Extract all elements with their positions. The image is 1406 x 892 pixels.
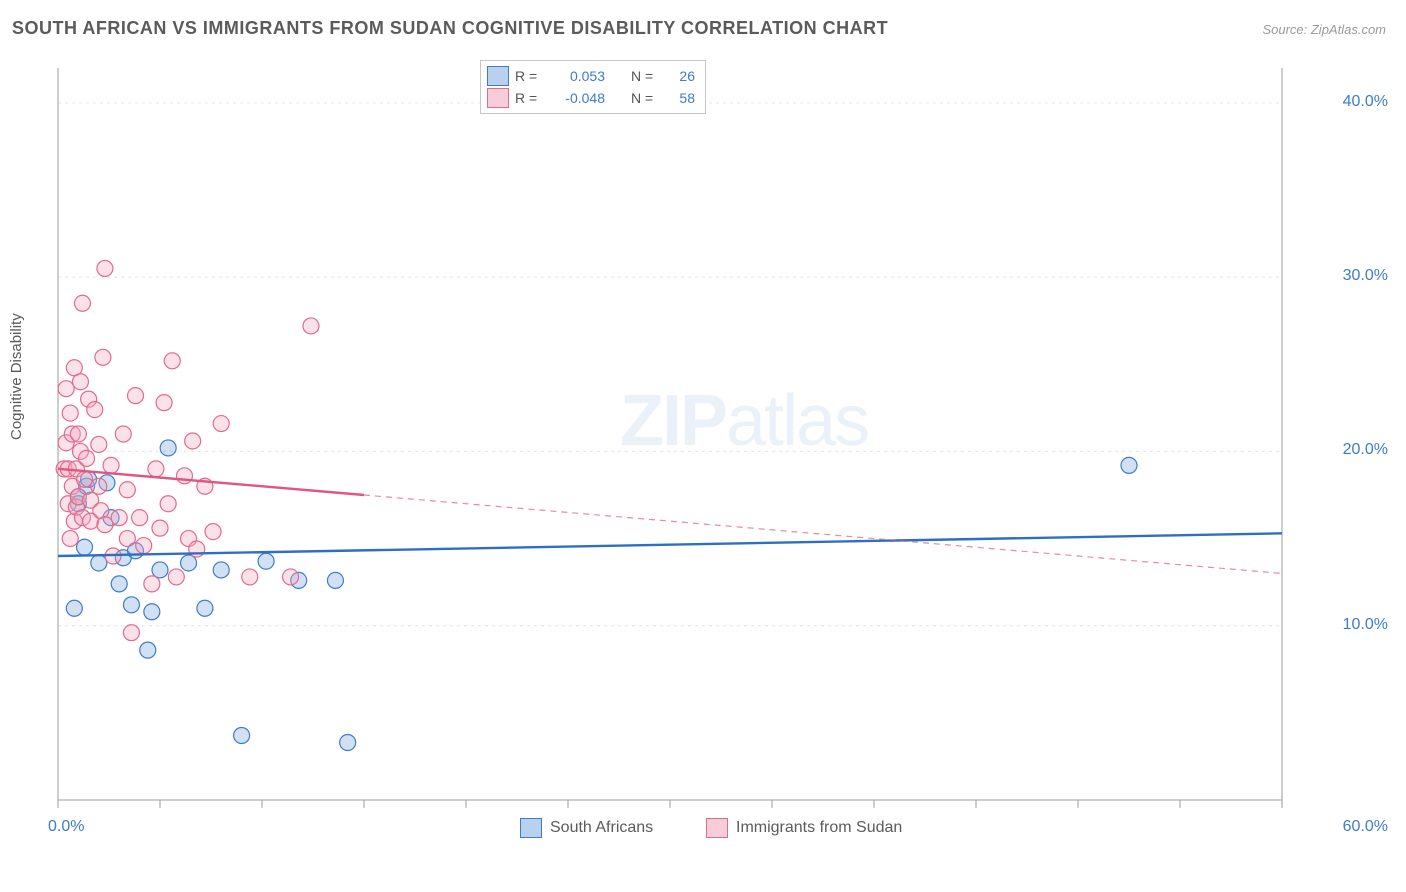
legend-swatch (487, 88, 509, 108)
stat-value-n: 26 (665, 68, 695, 84)
ytick-label: 20.0% (1343, 441, 1388, 459)
y-axis-label: Cognitive Disability (8, 313, 25, 440)
legend-label: Immigrants from Sudan (736, 819, 902, 837)
bottom-legend-item: South Africans (520, 818, 653, 838)
chart-title: SOUTH AFRICAN VS IMMIGRANTS FROM SUDAN C… (12, 18, 888, 39)
stat-label-r: R = (515, 90, 543, 106)
xtick-label: 60.0% (1343, 818, 1388, 836)
legend-swatch (706, 818, 728, 838)
bottom-legend-item: Immigrants from Sudan (706, 818, 902, 838)
stat-label-r: R = (515, 68, 543, 84)
xtick-label: 0.0% (48, 818, 84, 836)
stats-legend-row: R = -0.048 N = 58 (487, 87, 695, 109)
stat-value-n: 58 (665, 90, 695, 106)
stat-label-n: N = (631, 68, 659, 84)
stat-value-r: -0.048 (549, 90, 605, 106)
source-label: Source: ZipAtlas.com (1262, 22, 1386, 37)
ytick-label: 40.0% (1343, 93, 1388, 111)
stat-value-r: 0.053 (549, 68, 605, 84)
chart-svg (50, 60, 1290, 830)
legend-swatch (520, 818, 542, 838)
stat-label-n: N = (631, 90, 659, 106)
legend-swatch (487, 66, 509, 86)
plot-area (50, 60, 1290, 830)
legend-label: South Africans (550, 819, 653, 837)
ytick-label: 30.0% (1343, 267, 1388, 285)
ytick-label: 10.0% (1343, 616, 1388, 634)
stats-legend-row: R = 0.053 N = 26 (487, 65, 695, 87)
stats-legend: R = 0.053 N = 26 R = -0.048 N = 58 (480, 60, 706, 114)
